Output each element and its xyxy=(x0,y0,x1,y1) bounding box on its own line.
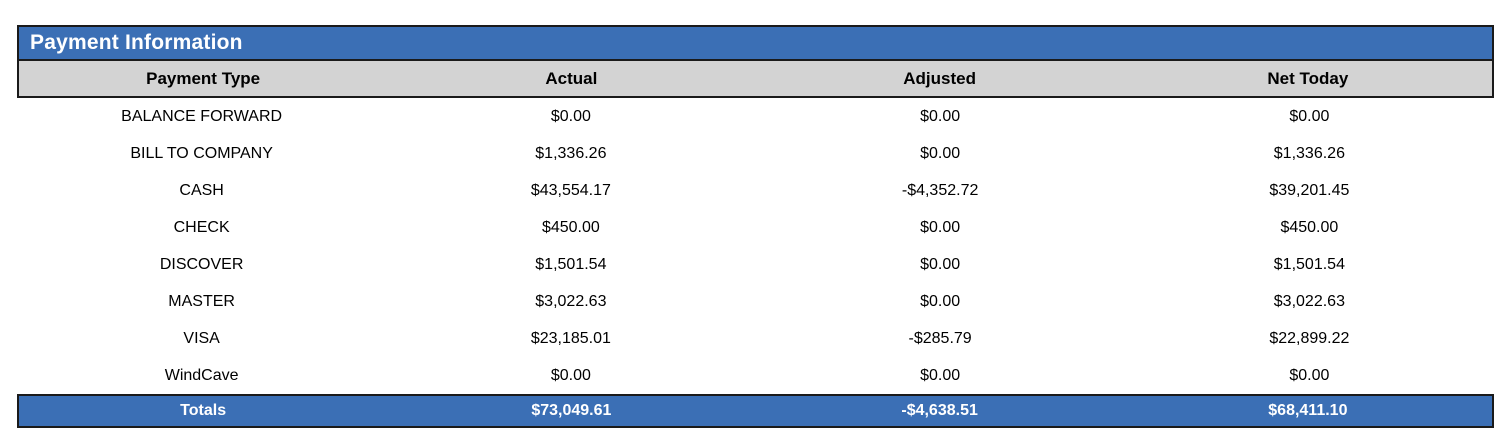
adjusted-cell: -$4,352.72 xyxy=(901,181,979,199)
actual-cell: $1,501.54 xyxy=(535,255,607,273)
adjusted-cell: $0.00 xyxy=(920,366,961,384)
net-today-cell: $22,899.22 xyxy=(1269,329,1350,347)
table-body: BALANCE FORWARD $0.00 $0.00 $0.00 BILL T… xyxy=(17,98,1494,394)
net-today-cell: $1,336.26 xyxy=(1273,144,1345,162)
table-row: DISCOVER $1,501.54 $0.00 $1,501.54 xyxy=(17,246,1494,283)
totals-net-today: $68,411.10 xyxy=(1268,402,1348,419)
payment-information-panel: Payment Information Payment Type Actual … xyxy=(17,25,1494,428)
adjusted-cell: -$285.79 xyxy=(908,329,972,347)
adjusted-cell: $0.00 xyxy=(920,107,961,125)
panel-title: Payment Information xyxy=(30,31,243,54)
column-header-adjusted: Adjusted xyxy=(903,68,976,88)
payment-type-cell: DISCOVER xyxy=(159,255,244,273)
totals-row: Totals $73,049.61 -$4,638.51 $68,411.10 xyxy=(17,394,1494,428)
adjusted-cell: $0.00 xyxy=(920,255,961,273)
payment-type-cell: BILL TO COMPANY xyxy=(130,144,273,162)
actual-cell: $1,336.26 xyxy=(535,144,607,162)
net-today-cell: $1,501.54 xyxy=(1273,255,1345,273)
actual-cell: $43,554.17 xyxy=(530,181,611,199)
payment-type-cell: CHECK xyxy=(173,218,230,236)
payment-type-cell: CASH xyxy=(179,181,224,199)
totals-actual: $73,049.61 xyxy=(531,402,612,419)
payment-type-cell: VISA xyxy=(183,329,220,347)
actual-cell: $0.00 xyxy=(550,366,591,384)
actual-cell: $0.00 xyxy=(550,107,591,125)
column-header-payment-type: Payment Type xyxy=(146,68,261,88)
table-row: BILL TO COMPANY $1,336.26 $0.00 $1,336.2… xyxy=(17,135,1494,172)
adjusted-cell: $0.00 xyxy=(920,218,961,236)
payment-type-cell: MASTER xyxy=(168,292,235,310)
adjusted-cell: $0.00 xyxy=(920,144,961,162)
actual-cell: $3,022.63 xyxy=(535,292,607,310)
actual-cell: $450.00 xyxy=(541,218,600,236)
table-row: CASH $43,554.17 -$4,352.72 $39,201.45 xyxy=(17,172,1494,209)
totals-label: Totals xyxy=(180,402,227,419)
actual-cell: $23,185.01 xyxy=(530,329,611,347)
adjusted-cell: $0.00 xyxy=(920,292,961,310)
totals-adjusted: -$4,638.51 xyxy=(901,402,978,419)
table-row: CHECK $450.00 $0.00 $450.00 xyxy=(17,209,1494,246)
table-row: MASTER $3,022.63 $0.00 $3,022.63 xyxy=(17,283,1494,320)
column-header-net-today: Net Today xyxy=(1267,68,1349,88)
payment-type-cell: BALANCE FORWARD xyxy=(121,107,283,125)
net-today-cell: $3,022.63 xyxy=(1273,292,1345,310)
payment-type-cell: WindCave xyxy=(164,366,239,384)
column-header-actual: Actual xyxy=(545,68,598,88)
table-row: BALANCE FORWARD $0.00 $0.00 $0.00 xyxy=(17,98,1494,135)
net-today-cell: $39,201.45 xyxy=(1269,181,1350,199)
table-row: WindCave $0.00 $0.00 $0.00 xyxy=(17,357,1494,394)
table-header-row: Payment Type Actual Adjusted Net Today xyxy=(17,61,1494,98)
table-row: VISA $23,185.01 -$285.79 $22,899.22 xyxy=(17,320,1494,357)
net-today-cell: $450.00 xyxy=(1280,218,1339,236)
panel-title-bar: Payment Information xyxy=(17,25,1494,61)
net-today-cell: $0.00 xyxy=(1289,107,1330,125)
net-today-cell: $0.00 xyxy=(1289,366,1330,384)
